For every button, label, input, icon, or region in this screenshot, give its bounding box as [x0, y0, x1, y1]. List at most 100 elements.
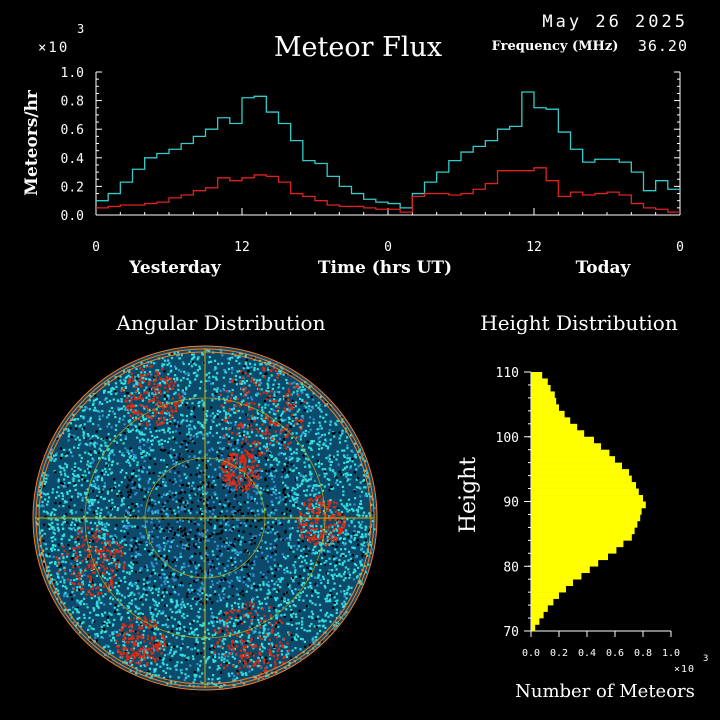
- angular-point: [52, 508, 55, 511]
- angular-point: [364, 535, 367, 538]
- angular-point: [328, 598, 332, 601]
- angular-point: [137, 612, 140, 615]
- angular-point: [210, 651, 213, 654]
- angular-point: [212, 658, 215, 661]
- angular-point: [190, 508, 193, 511]
- angular-point: [165, 465, 169, 468]
- angular-point: [251, 476, 254, 479]
- angular-point: [86, 443, 89, 446]
- angular-point: [270, 408, 273, 411]
- angular-point: [266, 530, 269, 533]
- angular-point: [230, 543, 233, 546]
- angular-point: [341, 432, 344, 435]
- angular-point: [216, 519, 219, 522]
- angular-point: [168, 530, 171, 533]
- angular-point: [106, 492, 110, 495]
- angular-point: [102, 553, 105, 556]
- angular-point: [152, 647, 155, 650]
- angular-point: [191, 655, 195, 658]
- angular-point: [318, 440, 321, 443]
- angular-point: [232, 525, 235, 528]
- angular-point: [237, 602, 240, 606]
- angular-point: [242, 661, 246, 664]
- angular-point: [165, 604, 168, 607]
- angular-point: [78, 518, 81, 521]
- angular-point: [359, 487, 362, 490]
- angular-point: [327, 600, 330, 603]
- angular-point: [199, 510, 202, 513]
- angular-point: [335, 458, 338, 461]
- angular-point: [175, 601, 178, 604]
- angular-point: [95, 442, 99, 445]
- angular-point: [297, 582, 300, 585]
- angular-point: [259, 571, 262, 574]
- angular-point: [110, 639, 113, 642]
- angular-point: [189, 664, 192, 667]
- angular-point: [328, 533, 331, 536]
- angular-point: [345, 465, 348, 468]
- angular-point: [151, 443, 154, 446]
- angular-point: [166, 514, 169, 517]
- angular-point: [124, 516, 127, 519]
- angular-point: [239, 403, 243, 406]
- angular-point: [139, 641, 142, 644]
- angular-point: [122, 454, 125, 457]
- angular-point: [123, 632, 126, 635]
- angular-point: [185, 504, 188, 508]
- angular-point: [255, 444, 258, 447]
- angular-point: [134, 598, 137, 601]
- angular-point: [326, 611, 329, 615]
- angular-point: [169, 675, 172, 678]
- angular-point: [143, 487, 146, 490]
- angular-point: [178, 492, 181, 495]
- angular-point: [212, 674, 215, 677]
- angular-point: [345, 597, 348, 600]
- angular-point: [291, 437, 294, 440]
- angular-point: [253, 560, 256, 563]
- angular-point: [108, 438, 112, 441]
- angular-point: [152, 472, 155, 475]
- angular-point: [107, 383, 110, 386]
- angular-point: [202, 437, 205, 440]
- angular-point: [53, 513, 56, 516]
- angular-point: [87, 452, 90, 455]
- angular-point: [161, 661, 164, 665]
- angular-point: [326, 550, 329, 553]
- angular-point: [300, 448, 303, 451]
- angular-point: [226, 622, 229, 625]
- angular-point: [127, 459, 130, 462]
- angular-point: [295, 432, 298, 435]
- angular-point: [163, 370, 166, 373]
- angular-point: [320, 551, 323, 554]
- angular-point: [82, 621, 85, 624]
- angular-point: [153, 500, 156, 503]
- angular-point: [186, 435, 189, 438]
- angular-point: [273, 583, 276, 586]
- angular-point: [64, 462, 67, 465]
- angular-point: [283, 441, 286, 444]
- angular-point: [183, 397, 186, 400]
- angular-point: [158, 411, 161, 414]
- angular-point: [187, 543, 190, 546]
- angular-point: [168, 362, 171, 365]
- angular-point: [329, 463, 332, 467]
- angular-point: [147, 496, 151, 499]
- angular-point: [323, 485, 326, 488]
- angular-point: [215, 378, 218, 381]
- angular-point: [173, 579, 176, 582]
- angular-point: [98, 418, 101, 421]
- angular-point: [92, 564, 95, 567]
- angular-point: [272, 491, 275, 494]
- angular-point: [137, 486, 140, 489]
- angular-point: [156, 485, 160, 488]
- angular-point: [78, 443, 81, 446]
- angular-point: [340, 553, 343, 556]
- angular-point: [169, 470, 172, 473]
- angular-point: [124, 376, 127, 379]
- angular-point: [41, 491, 44, 494]
- angular-point: [154, 511, 157, 514]
- angular-point: [192, 619, 195, 622]
- angular-point: [238, 416, 241, 419]
- angular-point: [191, 412, 194, 415]
- angular-point: [200, 624, 204, 627]
